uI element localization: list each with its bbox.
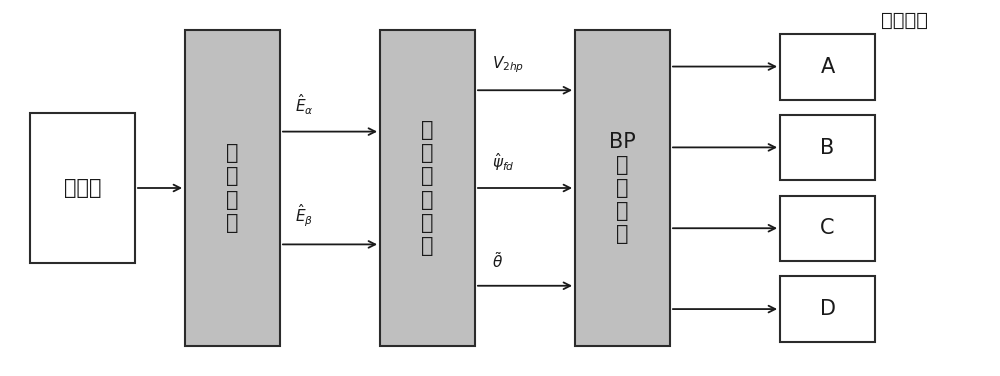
Bar: [780, 196, 875, 261]
Text: 诊断结果: 诊断结果: [882, 11, 928, 30]
Text: $\tilde{\theta}$: $\tilde{\theta}$: [492, 251, 503, 271]
Text: 故
障
特
征
提
取: 故 障 特 征 提 取: [421, 120, 434, 256]
Bar: [575, 30, 670, 346]
Text: 样本点: 样本点: [64, 178, 101, 198]
Text: $\hat{E}_{\beta}$: $\hat{E}_{\beta}$: [295, 203, 313, 229]
Text: 状
态
观
测: 状 态 观 测: [226, 143, 239, 233]
Bar: [185, 30, 280, 346]
Text: D: D: [820, 299, 836, 319]
Text: A: A: [820, 57, 835, 77]
Bar: [780, 276, 875, 342]
Text: B: B: [820, 138, 835, 158]
Text: BP
神
经
网
络: BP 神 经 网 络: [609, 132, 636, 244]
Text: $\hat{\psi}_{fd}$: $\hat{\psi}_{fd}$: [492, 151, 515, 173]
Text: $\hat{E}_{\alpha}$: $\hat{E}_{\alpha}$: [295, 92, 314, 117]
Bar: [30, 113, 135, 263]
Bar: [780, 115, 875, 180]
Text: C: C: [820, 218, 835, 238]
Bar: [380, 30, 475, 346]
Text: $V_{2hp}$: $V_{2hp}$: [492, 55, 524, 75]
Bar: [780, 34, 875, 100]
